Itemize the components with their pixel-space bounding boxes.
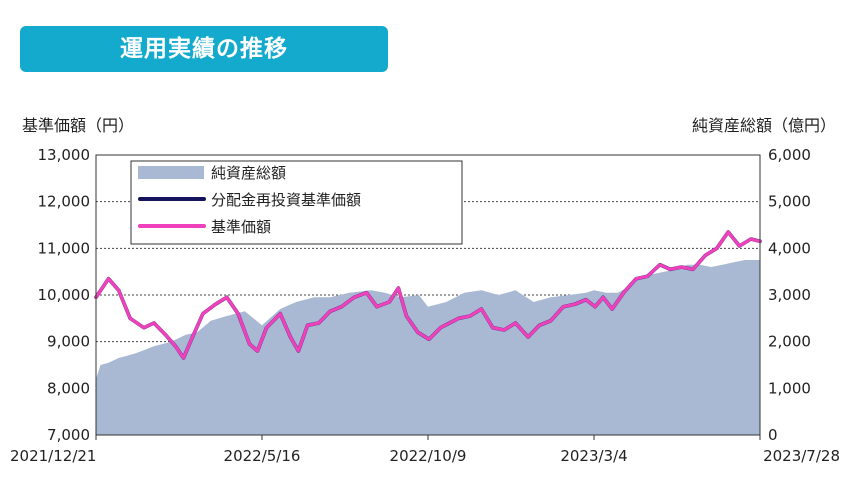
left-tick-label: 13,000 (38, 146, 91, 164)
right-tick-label: 0 (768, 426, 778, 444)
axis-ticks: 7,000 8,000 9,000 10,000 11,000 12,000 13,000 0… (10, 146, 840, 465)
right-tick-label: 4,000 (768, 239, 811, 257)
series-nav-line (94, 230, 762, 360)
legend-label-nav: 基準価額 (211, 218, 271, 236)
x-tick-label: 2022/10/9 (390, 447, 467, 465)
left-tick-label: 8,000 (47, 379, 90, 397)
left-axis-title: 基準価額（円） (22, 116, 135, 135)
x-tick-label: 2023/3/4 (560, 447, 627, 465)
series-net-assets-area (96, 260, 760, 435)
right-tick-label: 6,000 (768, 146, 811, 164)
x-tick-label: 2023/7/28 (763, 447, 840, 465)
right-tick-label: 5,000 (768, 193, 811, 211)
x-tick-label: 2022/5/16 (224, 447, 301, 465)
section-title: 運用実績の推移 (120, 36, 288, 62)
x-tick-label: 2021/12/21 (10, 447, 96, 465)
right-axis-title: 純資産総額（億円） (691, 116, 836, 135)
right-tick-label: 2,000 (768, 333, 811, 351)
right-tick-label: 1,000 (768, 379, 811, 397)
nav-lines-layer (94, 230, 762, 360)
section-title-banner: 運用実績の推移 (20, 26, 388, 72)
legend-swatch-net-assets (138, 166, 204, 179)
left-tick-label: 10,000 (38, 286, 91, 304)
left-tick-label: 12,000 (38, 193, 91, 211)
left-tick-label: 7,000 (47, 426, 90, 444)
left-tick-label: 11,000 (38, 239, 91, 257)
legend-label-net-assets: 純資産総額 (211, 164, 286, 182)
legend-label-reinvested-nav: 分配金再投資基準価額 (211, 191, 361, 209)
net-assets-area-layer (96, 260, 760, 435)
left-tick-label: 9,000 (47, 333, 90, 351)
right-tick-label: 3,000 (768, 286, 811, 304)
